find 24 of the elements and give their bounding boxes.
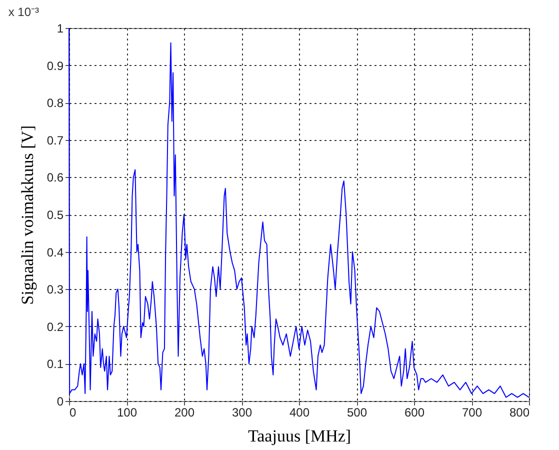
y-tick-label: 1	[56, 22, 64, 36]
x-tick-label: 800	[509, 406, 530, 420]
y-tick-label: 0.9	[46, 58, 64, 73]
y-tick-label: 0.7	[46, 133, 64, 148]
y-tick-label: 0.3	[46, 282, 64, 297]
x-tick-label: 0	[70, 406, 76, 420]
line-series	[68, 28, 530, 398]
x-tick-label: 600	[404, 406, 425, 420]
x-tick-label: 200	[174, 406, 195, 420]
x-tick-label: 300	[232, 406, 252, 420]
y-tick-label: 0.8	[46, 96, 64, 110]
y-tick-label: 0	[56, 394, 64, 408]
x-tick-label: 700	[462, 406, 482, 420]
text: x 10⁻³	[8, 5, 40, 19]
x-tick-label: 500	[346, 406, 368, 420]
y-tick-label: 0.5	[46, 208, 64, 222]
x-tick-label: 400	[289, 406, 310, 420]
y-tick-label: 0.4	[46, 245, 64, 260]
x-tick-label: 100	[116, 406, 138, 420]
x-axis-title: Taajuus [MHz]	[248, 426, 352, 446]
y-tick-label: 0.2	[46, 320, 64, 334]
y-tick-label: 0.6	[46, 170, 64, 185]
y-tick-label: 0.1	[46, 357, 64, 372]
y-axis-title: Signaalin voimakkuus [V]	[18, 125, 37, 305]
